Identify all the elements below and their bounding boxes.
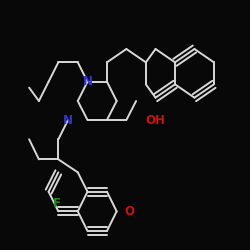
Text: N: N xyxy=(82,75,92,88)
Text: OH: OH xyxy=(146,114,166,126)
Text: N: N xyxy=(63,114,73,126)
Text: O: O xyxy=(124,205,134,218)
Text: F: F xyxy=(53,197,61,210)
